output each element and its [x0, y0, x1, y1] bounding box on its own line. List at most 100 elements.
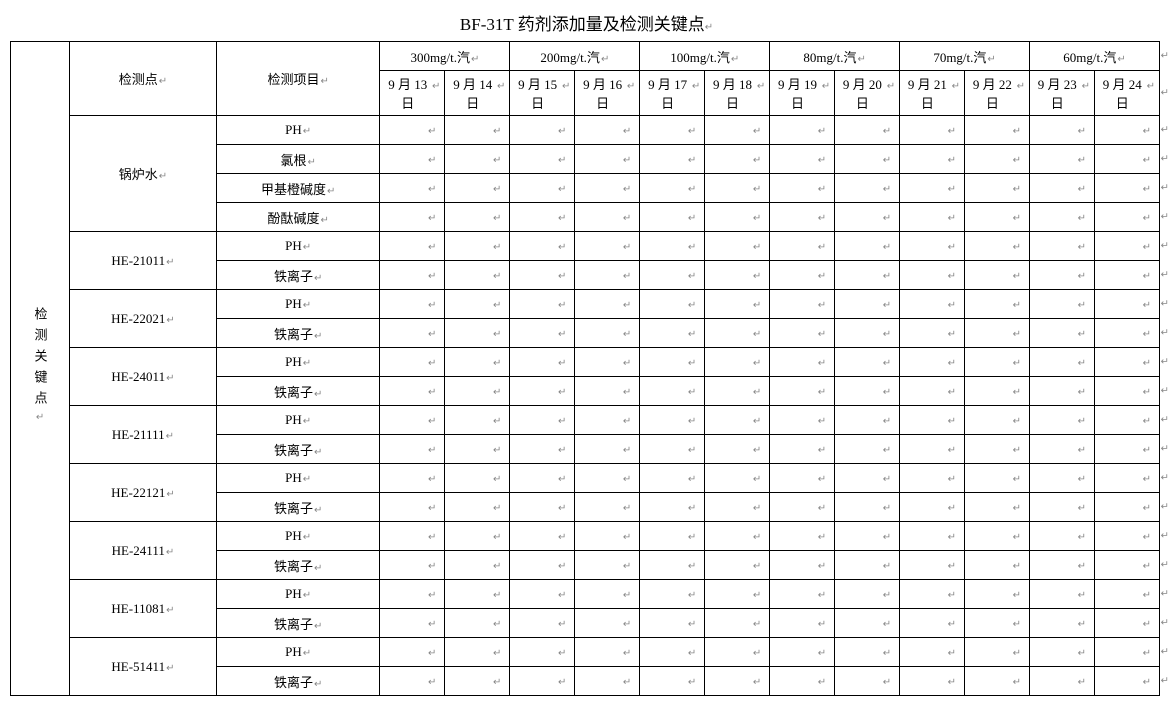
data-cell: ↵ — [510, 116, 575, 145]
paragraph-mark: ↵ — [1078, 416, 1086, 427]
data-cell: ↵ — [575, 261, 640, 290]
paragraph-mark: ↵ — [1013, 271, 1021, 282]
row-end-mark: ↵ — [1161, 88, 1169, 99]
row-end-mark: ↵ — [1161, 618, 1169, 629]
paragraph-mark: ↵ — [1143, 532, 1151, 543]
paragraph-mark: ↵ — [688, 126, 696, 137]
date-header: 9 月 19 日↵ — [770, 71, 835, 116]
data-cell: ↵ — [900, 667, 965, 696]
paragraph-mark: ↵ — [1013, 242, 1021, 253]
data-cell: ↵ — [770, 580, 835, 609]
paragraph-mark: ↵ — [432, 81, 440, 92]
paragraph-mark: ↵ — [692, 81, 700, 92]
paragraph-mark: ↵ — [623, 358, 631, 369]
data-cell: ↵ — [445, 348, 510, 377]
paragraph-mark: ↵ — [883, 387, 891, 398]
paragraph-mark: ↵ — [883, 503, 891, 514]
paragraph-mark: ↵ — [558, 474, 566, 485]
paragraph-mark: ↵ — [1082, 81, 1090, 92]
data-cell: ↵ — [445, 435, 510, 464]
paragraph-mark: ↵ — [753, 503, 761, 514]
data-cell: ↵ — [640, 638, 705, 667]
table-row: HE-24111↵PH↵↵↵↵↵↵↵↵↵↵↵↵↵↵ — [11, 522, 1160, 551]
paragraph-mark: ↵ — [1143, 416, 1151, 427]
item-cell: 氯根↵ — [216, 145, 380, 174]
paragraph-mark: ↵ — [753, 561, 761, 572]
dose-header: 200mg/t.汽↵ — [510, 42, 640, 71]
data-cell: ↵ — [705, 464, 770, 493]
row-end-mark: ↵ — [1161, 212, 1169, 223]
data-cell: ↵ — [380, 174, 445, 203]
paragraph-mark: ↵ — [883, 213, 891, 224]
data-cell: ↵ — [900, 319, 965, 348]
paragraph-mark: ↵ — [558, 155, 566, 166]
paragraph-mark: ↵ — [688, 300, 696, 311]
data-cell: ↵ — [1030, 145, 1095, 174]
data-cell: ↵ — [835, 551, 900, 580]
paragraph-mark: ↵ — [558, 561, 566, 572]
data-cell: ↵ — [770, 667, 835, 696]
paragraph-mark: ↵ — [731, 54, 739, 65]
data-cell: ↵ — [1030, 667, 1095, 696]
data-cell: ↵ — [835, 203, 900, 232]
data-cell: ↵ — [835, 290, 900, 319]
paragraph-mark: ↵ — [627, 81, 635, 92]
item-cell: PH↵ — [216, 116, 380, 145]
paragraph-mark: ↵ — [428, 648, 436, 659]
data-cell: ↵ — [380, 609, 445, 638]
paragraph-mark: ↵ — [166, 431, 174, 442]
data-cell: ↵ — [835, 348, 900, 377]
paragraph-mark: ↵ — [558, 358, 566, 369]
paragraph-mark: ↵ — [705, 22, 713, 33]
data-cell: ↵ — [380, 377, 445, 406]
item-cell: 酚酞碱度↵ — [216, 203, 380, 232]
data-cell: ↵ — [1030, 638, 1095, 667]
data-cell: ↵ — [705, 580, 770, 609]
data-cell: ↵ — [640, 203, 705, 232]
paragraph-mark: ↵ — [623, 387, 631, 398]
paragraph-mark: ↵ — [883, 561, 891, 572]
paragraph-mark: ↵ — [688, 445, 696, 456]
data-cell: ↵ — [965, 493, 1030, 522]
data-cell: ↵ — [965, 435, 1030, 464]
paragraph-mark: ↵ — [303, 126, 311, 137]
data-cell: ↵ — [445, 580, 510, 609]
paragraph-mark: ↵ — [688, 619, 696, 630]
paragraph-mark: ↵ — [1013, 532, 1021, 543]
data-cell: ↵ — [770, 145, 835, 174]
item-cell: PH↵ — [216, 638, 380, 667]
paragraph-mark: ↵ — [818, 590, 826, 601]
data-cell: ↵ — [640, 290, 705, 319]
paragraph-mark: ↵ — [428, 532, 436, 543]
paragraph-mark: ↵ — [952, 81, 960, 92]
date-header: 9 月 23 日↵ — [1030, 71, 1095, 116]
data-cell: ↵ — [705, 145, 770, 174]
paragraph-mark: ↵ — [1143, 619, 1151, 630]
data-cell: ↵ — [380, 435, 445, 464]
data-cell: ↵ — [510, 377, 575, 406]
paragraph-mark: ↵ — [428, 155, 436, 166]
paragraph-mark: ↵ — [948, 416, 956, 427]
data-cell: ↵ — [575, 290, 640, 319]
data-cell: ↵ — [445, 319, 510, 348]
paragraph-mark: ↵ — [753, 445, 761, 456]
page-title-container: BF-31T 药剂添加量及检测关键点↵ — [10, 10, 1163, 35]
paragraph-mark: ↵ — [314, 331, 322, 342]
data-cell: ↵ — [380, 145, 445, 174]
data-cell: ↵ — [575, 377, 640, 406]
data-cell: ↵ — [445, 232, 510, 261]
data-cell: ↵ — [770, 203, 835, 232]
paragraph-mark: ↵ — [858, 54, 866, 65]
paragraph-mark: ↵ — [493, 387, 501, 398]
paragraph-mark: ↵ — [1143, 503, 1151, 514]
data-cell: ↵ — [640, 609, 705, 638]
data-cell: ↵ — [705, 638, 770, 667]
data-cell: ↵ — [445, 174, 510, 203]
data-cell: ↵ — [575, 174, 640, 203]
data-cell: ↵ — [445, 493, 510, 522]
data-cell: ↵ — [705, 493, 770, 522]
paragraph-mark: ↵ — [1143, 387, 1151, 398]
paragraph-mark: ↵ — [1143, 155, 1151, 166]
paragraph-mark: ↵ — [883, 242, 891, 253]
paragraph-mark: ↵ — [303, 532, 311, 543]
